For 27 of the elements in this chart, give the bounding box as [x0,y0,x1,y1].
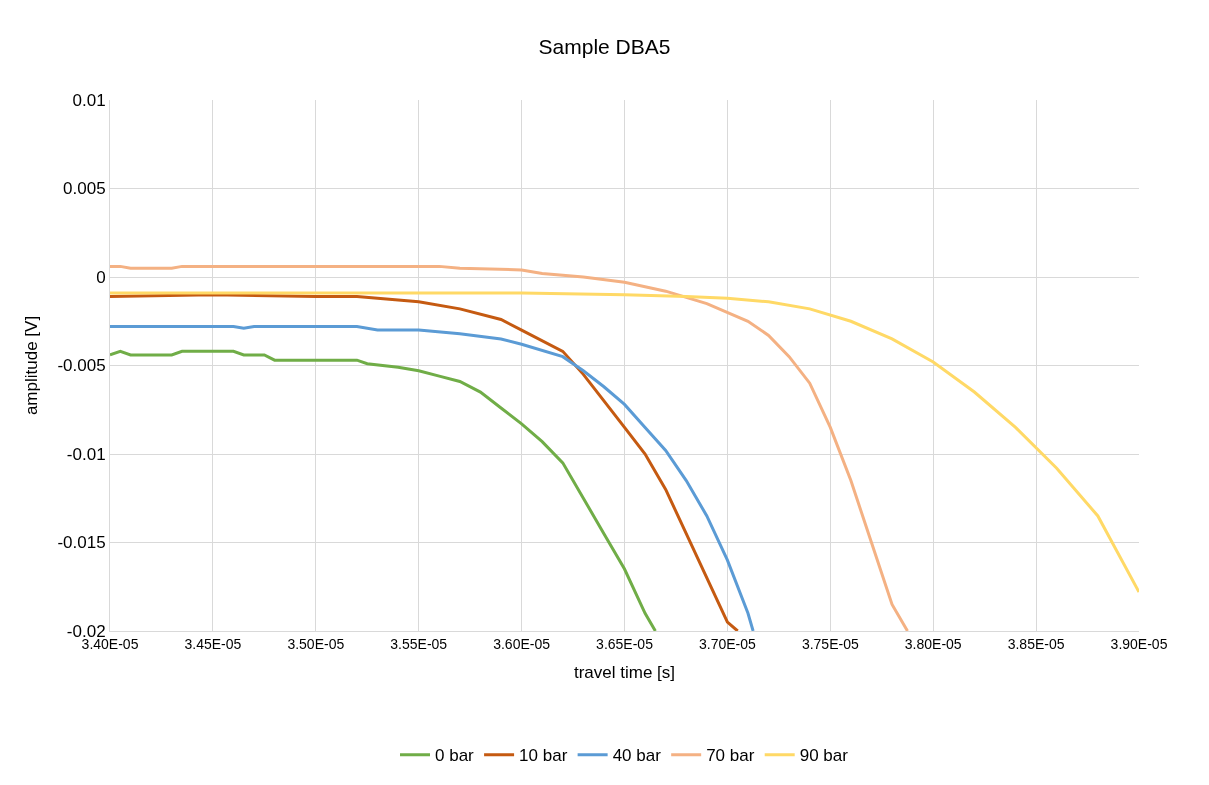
x-tick-label: 3.90E-05 [1110,635,1168,652]
y-tick-label: -0.015 [57,533,106,553]
x-tick-label: 3.55E-05 [390,635,448,652]
legend-label: 40 bar [612,746,662,766]
x-tick-label: 3.60E-05 [493,635,551,652]
x-tick-label: 3.75E-05 [801,635,859,652]
legend-label: 90 bar [799,746,849,766]
line-series [110,349,657,631]
y-tick-label: -0.005 [57,356,106,376]
y-axis-title: amplitude [V] [21,315,41,416]
legend-label: 10 bar [519,746,568,766]
x-tick-label: 3.80E-05 [904,635,962,652]
x-tick-label: 3.45E-05 [184,635,242,652]
y-tick-label: 0.005 [63,179,106,199]
legend-label: 0 bar [435,746,475,766]
y-tick-label: -0.01 [66,444,106,464]
x-tick-label: 3.65E-05 [596,635,654,652]
x-tick-label: 3.85E-05 [1007,635,1065,652]
line-series [110,264,909,631]
x-tick-label: 3.70E-05 [698,635,757,652]
chart-title: Sample DBA5 [538,34,671,58]
x-axis-title: travel time [s] [573,663,676,683]
line-series [110,291,1139,594]
legend-label: 70 bar [706,746,755,766]
x-tick-label: 3.50E-05 [287,635,345,652]
y-tick-label: 0.01 [72,90,106,110]
y-tick-label: 0 [96,267,106,287]
